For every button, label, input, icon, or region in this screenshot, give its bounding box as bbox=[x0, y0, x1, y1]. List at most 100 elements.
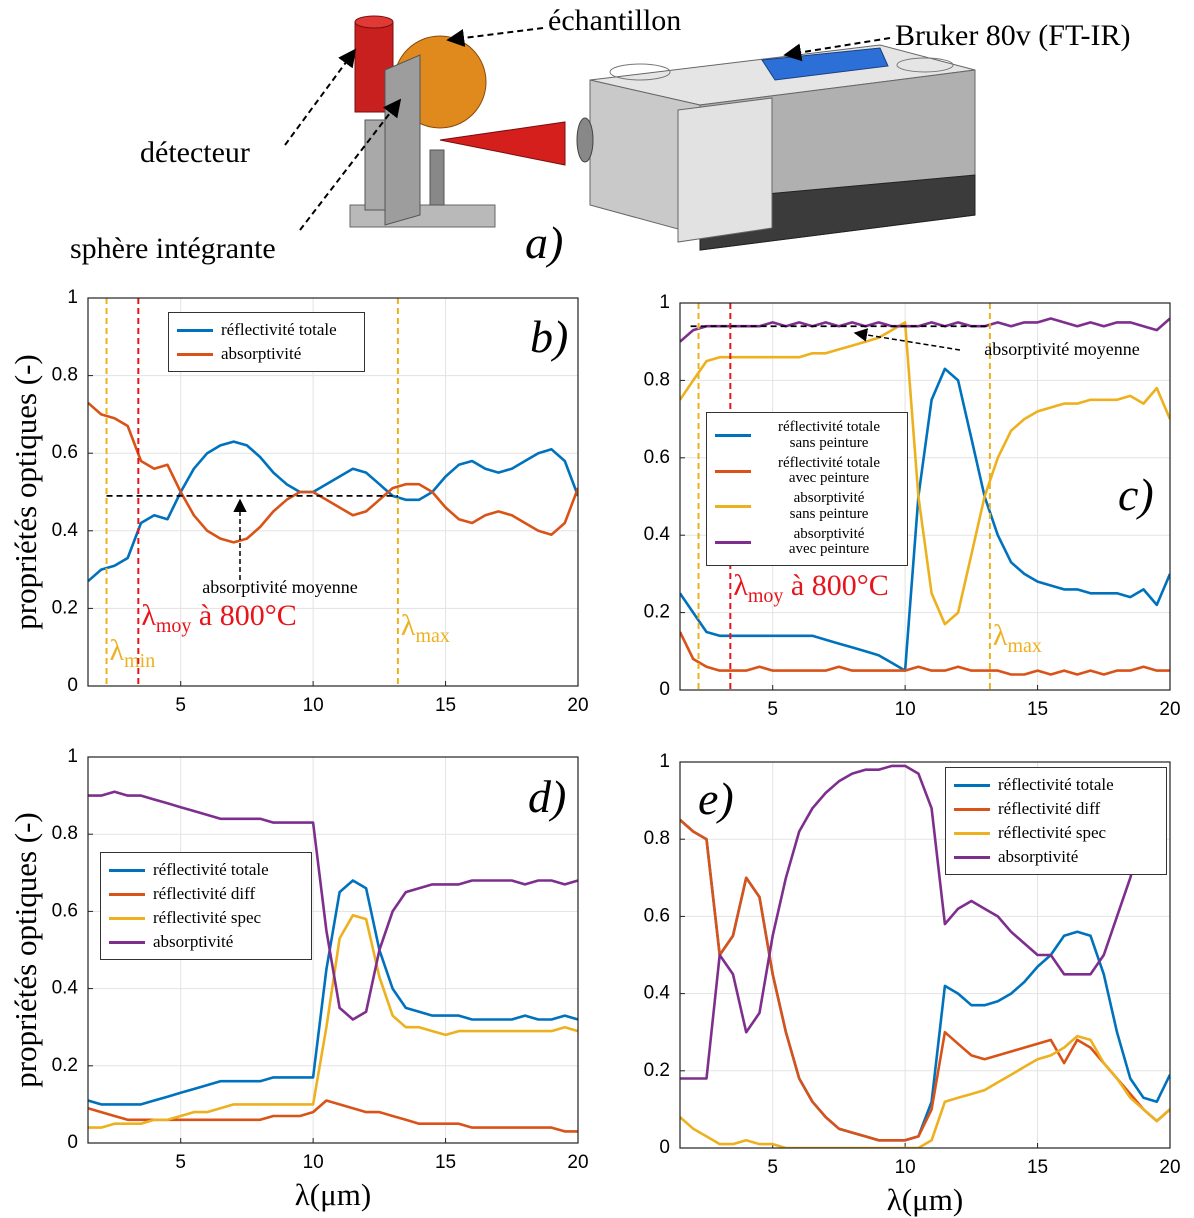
legend-label: absorptivité bbox=[998, 847, 1079, 866]
x-tick-label: 15 bbox=[435, 1152, 456, 1173]
data-line bbox=[680, 367, 1170, 672]
x-tick-label: 15 bbox=[1027, 1157, 1048, 1178]
x-tick-label: 5 bbox=[767, 699, 778, 720]
symbol: λ bbox=[733, 569, 748, 602]
y-tick-label: 0.2 bbox=[644, 1060, 670, 1081]
legend-entry: réflectivité totale bbox=[954, 775, 1158, 795]
data-line bbox=[680, 321, 1170, 626]
y-tick-label: 0 bbox=[67, 675, 78, 696]
y-tick-label: 0.2 bbox=[52, 597, 78, 618]
data-line bbox=[680, 631, 1170, 676]
data-line bbox=[88, 879, 578, 1106]
data-line bbox=[680, 818, 1170, 1142]
x-tick-label: 20 bbox=[567, 1152, 588, 1173]
reference-label: λmax bbox=[993, 619, 1042, 657]
x-tick-label: 20 bbox=[567, 695, 588, 716]
legend-swatch bbox=[109, 868, 145, 872]
subscript: moy bbox=[748, 585, 784, 607]
annotation: absorptivité moyenne bbox=[984, 339, 1139, 359]
data-line bbox=[88, 401, 578, 544]
x-tick-label: 10 bbox=[303, 695, 324, 716]
label: échantillon bbox=[548, 4, 681, 37]
panel-label: b) bbox=[530, 311, 568, 362]
label: sphère intégrante bbox=[70, 232, 276, 265]
y-tick-label: 1 bbox=[659, 292, 670, 313]
legend: réflectivité totale absorptivité bbox=[168, 312, 365, 372]
symbol: λ bbox=[110, 634, 125, 667]
y-tick-label: 0.6 bbox=[52, 900, 78, 921]
legend-label: réflectivité spec bbox=[998, 823, 1107, 842]
x-tick-label: 15 bbox=[1027, 699, 1048, 720]
panel-label: d) bbox=[528, 771, 566, 822]
data-line bbox=[680, 764, 1145, 1080]
legend-swatch bbox=[954, 783, 990, 787]
legend: réflectivité totale réflectivité diff réfl… bbox=[100, 852, 312, 960]
panel-label: c) bbox=[1118, 469, 1154, 520]
suffix: à 800°C bbox=[783, 569, 888, 602]
data-line bbox=[88, 914, 578, 1129]
legend-label: réflectivité spec bbox=[153, 908, 262, 927]
legend-entry: absorptivité bbox=[177, 344, 356, 364]
reference-label: λmoy à 800°C bbox=[141, 599, 296, 637]
arrow bbox=[284, 48, 357, 146]
arrow bbox=[783, 37, 891, 62]
x-tick-label: 10 bbox=[303, 1152, 324, 1173]
y-axis-label: propriétés optiques (-) bbox=[8, 354, 43, 629]
y-tick-label: 0.4 bbox=[52, 978, 79, 999]
subscript: min bbox=[124, 650, 155, 672]
x-tick-label: 20 bbox=[1159, 699, 1180, 720]
legend-label: réflectivité totale bbox=[998, 775, 1114, 794]
annotation: absorptivité moyenne bbox=[202, 577, 357, 597]
legend: réflectivité totale réflectivité diff réfl… bbox=[945, 767, 1167, 875]
legend-swatch bbox=[954, 807, 990, 811]
legend-label: réflectivité totale bbox=[153, 860, 269, 879]
legend-entry: réflectivité spec bbox=[109, 908, 303, 928]
arrow bbox=[299, 98, 402, 231]
legend-label: absorptivité bbox=[153, 932, 234, 951]
data-line bbox=[680, 1034, 1170, 1148]
y-tick-label: 0.6 bbox=[644, 905, 670, 926]
reference-label: λmax bbox=[401, 609, 450, 647]
legend-swatch bbox=[715, 505, 751, 509]
legend: réflectivité totale sans peinture réflect… bbox=[706, 412, 908, 566]
legend-entry: réflectivité diff bbox=[954, 799, 1158, 819]
y-axis-label: propriétés optiques (-) bbox=[8, 812, 43, 1087]
reference-label: λmoy à 800°C bbox=[733, 569, 888, 607]
legend-entry: réflectivité totale sans peinture bbox=[715, 419, 899, 452]
legend-entry: réflectivité spec bbox=[954, 823, 1158, 843]
legend-swatch bbox=[177, 352, 213, 356]
y-tick-label: 0 bbox=[659, 679, 670, 700]
y-tick-label: 0.2 bbox=[644, 602, 670, 623]
panel-label: e) bbox=[698, 773, 734, 824]
reference-label: λmin bbox=[110, 634, 156, 672]
arrow bbox=[446, 27, 544, 47]
y-tick-label: 0.8 bbox=[52, 823, 78, 844]
legend-label: réflectivité totale avec peinture bbox=[777, 454, 881, 487]
symbol: λ bbox=[993, 619, 1008, 652]
legend-label: réflectivité diff bbox=[153, 884, 256, 903]
y-tick-label: 0.4 bbox=[644, 524, 671, 545]
y-tick-label: 0.6 bbox=[52, 442, 78, 463]
symbol: λ bbox=[401, 609, 416, 642]
x-axis-label: λ(μm) bbox=[887, 1182, 963, 1217]
y-tick-label: 0.6 bbox=[644, 447, 670, 468]
legend-swatch bbox=[177, 328, 213, 332]
legend-entry: réflectivité totale bbox=[109, 860, 303, 880]
legend-label: réflectivité totale sans peinture bbox=[777, 419, 881, 451]
legend-entry: absorptivité bbox=[109, 932, 303, 952]
x-tick-label: 15 bbox=[435, 695, 456, 716]
symbol: λ bbox=[141, 599, 156, 632]
arrow bbox=[853, 328, 961, 351]
legend-swatch bbox=[954, 831, 990, 835]
axes-box bbox=[87, 297, 579, 687]
legend-swatch bbox=[109, 916, 145, 920]
y-tick-label: 0.8 bbox=[644, 369, 670, 390]
legend-swatch bbox=[715, 434, 751, 438]
label: détecteur bbox=[140, 136, 250, 169]
legend-entry: réflectivité totale bbox=[177, 320, 356, 340]
legend-swatch bbox=[954, 855, 990, 859]
y-tick-label: 0.4 bbox=[644, 983, 671, 1004]
axes-box bbox=[679, 302, 1171, 691]
